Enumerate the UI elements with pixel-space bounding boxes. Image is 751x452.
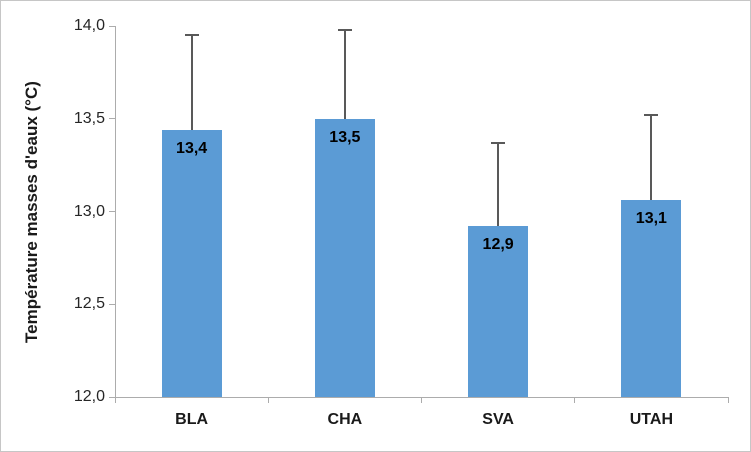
y-axis-tick	[109, 118, 115, 120]
x-axis-tick	[421, 397, 422, 403]
bar	[161, 129, 222, 397]
error-bar-line	[343, 29, 346, 119]
error-bar-cap	[644, 114, 659, 117]
y-axis-title: Température masses d'eaux (°C)	[22, 81, 41, 343]
x-axis-tick	[727, 397, 729, 403]
bar-value-label: 12,9	[482, 236, 514, 254]
bar	[621, 200, 682, 397]
x-axis-category-label: BLA	[175, 411, 209, 428]
error-bar-cap	[184, 34, 199, 37]
y-axis-tick-label: 12,0	[73, 388, 105, 405]
error-bar-cap	[491, 141, 506, 144]
y-axis-tick-label: 13,5	[73, 109, 105, 127]
x-axis-tick	[114, 397, 116, 403]
x-axis-tick	[267, 397, 269, 403]
error-bar-line	[650, 115, 653, 201]
x-axis-category-label: UTAH	[629, 411, 673, 428]
bar	[468, 226, 529, 397]
error-bar-cap	[337, 28, 352, 31]
error-bar-line	[190, 35, 193, 130]
y-axis-tick-label: 12,5	[73, 295, 105, 313]
y-axis-tick	[109, 396, 115, 398]
y-axis-line	[115, 26, 116, 397]
x-axis-tick	[574, 397, 576, 403]
y-axis-tick-label: 13,0	[73, 202, 105, 220]
y-axis-tick-label: 14,0	[73, 17, 105, 34]
y-axis-tick	[109, 303, 115, 305]
error-bar-line	[497, 142, 500, 227]
bar-value-label: 13,5	[329, 128, 361, 146]
bar-value-label: 13,4	[176, 139, 208, 157]
bar-value-label: 13,1	[635, 210, 667, 228]
y-axis-tick	[109, 25, 115, 27]
y-axis-tick	[109, 211, 115, 212]
x-axis-category-label: CHA	[327, 411, 363, 428]
x-axis-category-label: SVA	[482, 411, 514, 428]
bar	[314, 118, 375, 397]
